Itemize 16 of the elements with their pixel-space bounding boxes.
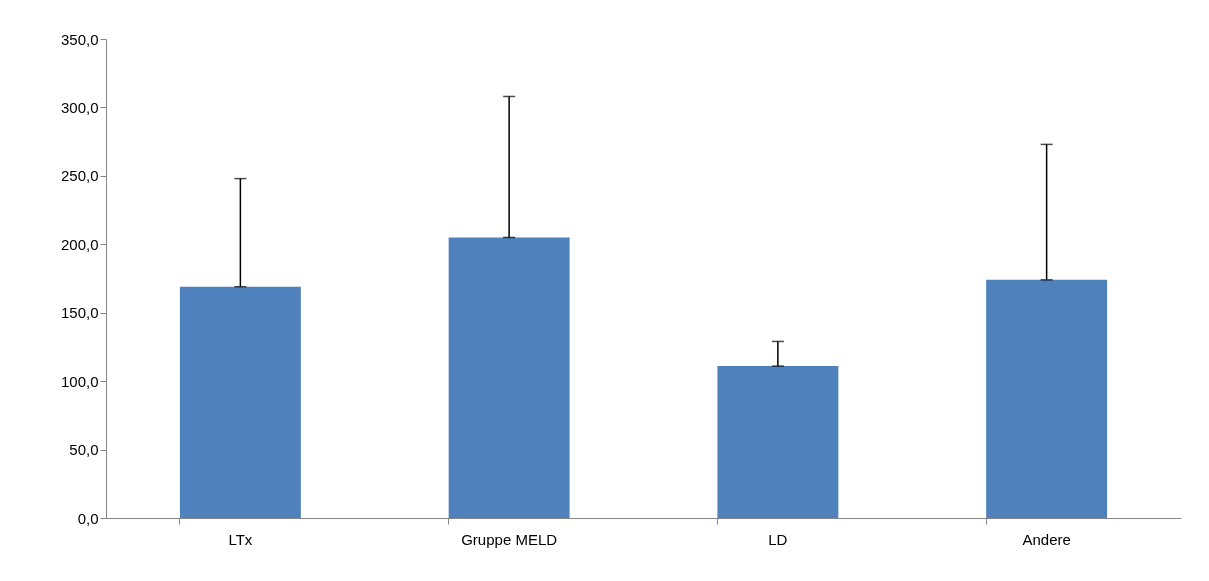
y-tick-label: 150,0	[60, 304, 99, 322]
x-tick-label: Andere	[1022, 530, 1071, 548]
bar	[179, 286, 301, 518]
x-tick-label: LTx	[228, 530, 253, 548]
y-tick-label: 350,0	[60, 30, 99, 48]
y-tick-label: 300,0	[60, 98, 99, 116]
x-tick-label: LD	[768, 530, 788, 548]
bar	[986, 279, 1108, 518]
y-tick-label: 50,0	[69, 441, 99, 459]
x-tick-label: Gruppe MELD	[461, 530, 558, 548]
y-tick-label: 200,0	[60, 235, 99, 253]
bar	[448, 237, 570, 518]
y-tick-label: 250,0	[60, 167, 99, 185]
y-tick-label: 0,0	[77, 509, 99, 527]
bar	[717, 366, 839, 518]
y-tick-label: 100,0	[60, 372, 99, 390]
